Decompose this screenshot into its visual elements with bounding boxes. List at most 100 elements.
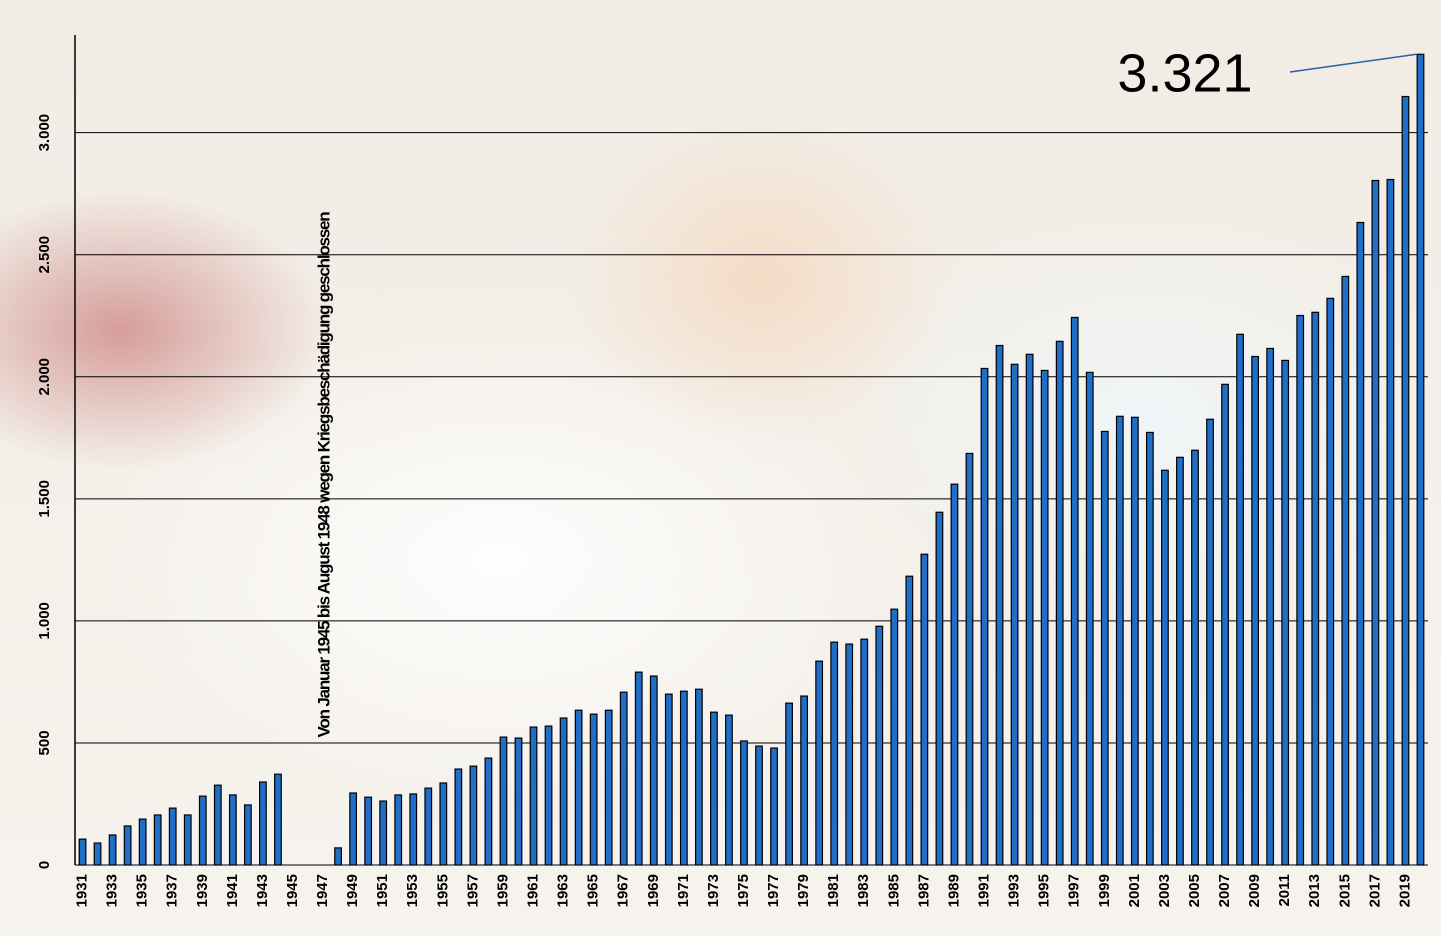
bar xyxy=(1117,416,1124,865)
bar xyxy=(801,696,808,865)
x-tick-label: 1991 xyxy=(975,874,992,907)
x-tick-label: 1933 xyxy=(104,874,121,907)
x-tick-label: 1941 xyxy=(224,874,241,907)
bar xyxy=(260,782,267,865)
bar xyxy=(756,746,763,865)
bar xyxy=(605,710,612,865)
x-tick-label: 1977 xyxy=(765,874,782,907)
bar xyxy=(666,694,673,865)
x-tick-label: 2003 xyxy=(1156,874,1173,907)
x-tick-label: 1947 xyxy=(314,874,331,907)
bar xyxy=(395,795,402,865)
x-tick-label: 1999 xyxy=(1096,874,1113,907)
bar xyxy=(1267,348,1274,865)
bar xyxy=(124,826,131,865)
x-tick-label: 1935 xyxy=(134,874,151,907)
x-tick-label: 1973 xyxy=(705,874,722,907)
bar xyxy=(951,484,958,865)
bar xyxy=(681,691,688,865)
chart: Von Januar 1945 bis August 1948 wegen Kr… xyxy=(0,0,1441,936)
leader-line xyxy=(1290,54,1416,72)
bar xyxy=(94,843,101,865)
bar xyxy=(1312,312,1319,865)
bar xyxy=(1162,470,1169,865)
bar xyxy=(1222,384,1229,865)
x-tick-label: 1995 xyxy=(1036,874,1053,907)
y-tick-label: 2.000 xyxy=(36,358,53,396)
bar xyxy=(440,783,447,865)
bar xyxy=(184,815,191,865)
bar xyxy=(275,774,282,865)
x-tick-label: 1955 xyxy=(434,874,451,907)
bar xyxy=(350,793,357,865)
bar xyxy=(199,796,206,865)
bar xyxy=(861,639,868,865)
annotation: Von Januar 1945 bis August 1948 wegen Kr… xyxy=(314,212,333,738)
bar xyxy=(1011,364,1018,865)
x-tick-label: 2005 xyxy=(1186,874,1203,907)
x-tick-label: 1937 xyxy=(164,874,181,907)
bar xyxy=(711,712,718,865)
x-tick-label: 1951 xyxy=(374,874,391,907)
x-tick-label: 1969 xyxy=(645,874,662,907)
bar xyxy=(831,642,838,865)
bar xyxy=(786,703,793,865)
bar xyxy=(726,715,733,865)
bar xyxy=(109,835,116,865)
x-tick-label: 1989 xyxy=(945,874,962,907)
bar xyxy=(1056,341,1063,865)
x-tick-label: 1961 xyxy=(524,874,541,907)
bar xyxy=(1387,180,1394,865)
bar xyxy=(1417,54,1424,865)
bar xyxy=(245,805,252,865)
bar xyxy=(425,788,432,865)
value-label: 3.321 xyxy=(1117,43,1252,103)
bar xyxy=(1192,450,1199,865)
bar xyxy=(906,576,913,865)
bar xyxy=(154,815,161,865)
bar xyxy=(1147,432,1154,865)
x-tick-label: 2011 xyxy=(1276,874,1293,907)
x-tick-label: 1957 xyxy=(464,874,481,907)
x-tick-label: 1975 xyxy=(735,874,752,907)
bar xyxy=(635,672,642,865)
bar xyxy=(1132,417,1139,865)
bar xyxy=(470,766,477,865)
y-tick-label: 1.000 xyxy=(36,602,53,640)
bar xyxy=(139,819,146,865)
bar xyxy=(1207,419,1214,865)
bar xyxy=(1252,357,1259,865)
bar xyxy=(365,797,372,865)
x-tick-label: 1967 xyxy=(615,874,632,907)
bar xyxy=(846,644,853,865)
page: Von Januar 1945 bis August 1948 wegen Kr… xyxy=(0,0,1441,936)
bar xyxy=(485,758,492,865)
bar xyxy=(771,748,778,865)
bar xyxy=(545,726,552,865)
bar xyxy=(500,737,507,865)
x-tick-label: 2013 xyxy=(1306,874,1323,907)
bar xyxy=(620,692,627,865)
bar xyxy=(1402,97,1409,865)
y-tick-label: 0 xyxy=(36,861,53,869)
bar xyxy=(650,676,657,865)
x-tick-label: 1971 xyxy=(675,874,692,907)
x-tick-label: 1987 xyxy=(915,874,932,907)
bar xyxy=(410,794,417,865)
bar xyxy=(966,453,973,865)
bar xyxy=(891,609,898,865)
bar xyxy=(590,714,597,865)
bar xyxy=(515,738,522,865)
bar xyxy=(816,661,823,865)
bar xyxy=(876,626,883,865)
x-tick-label: 2015 xyxy=(1336,874,1353,907)
x-tick-label: 1963 xyxy=(555,874,572,907)
bar xyxy=(1282,360,1289,865)
y-tick-label: 3.000 xyxy=(36,114,53,152)
bar xyxy=(230,795,237,865)
x-tick-label: 1979 xyxy=(795,874,812,907)
x-tick-label: 2019 xyxy=(1396,874,1413,907)
bar xyxy=(1086,372,1093,865)
bar xyxy=(1237,334,1244,865)
bar xyxy=(1177,457,1184,865)
